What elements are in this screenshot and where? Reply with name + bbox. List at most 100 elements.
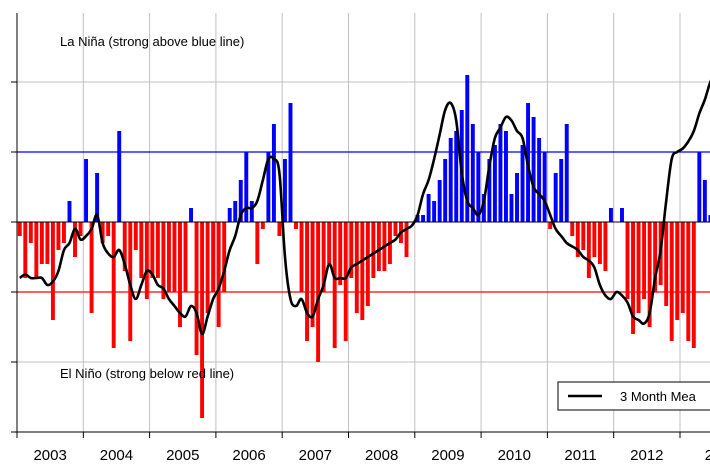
bar bbox=[122, 222, 127, 271]
bar bbox=[559, 159, 564, 222]
x-tick-label: 2012 bbox=[630, 447, 663, 464]
bar bbox=[227, 208, 232, 222]
bar bbox=[238, 180, 243, 222]
bar bbox=[45, 222, 50, 264]
bar bbox=[211, 222, 216, 292]
x-tick-label: 2010 bbox=[498, 447, 531, 464]
bar bbox=[454, 131, 459, 222]
bar bbox=[680, 222, 685, 313]
bar bbox=[636, 222, 641, 313]
legend-box bbox=[557, 381, 710, 411]
bar bbox=[288, 103, 293, 222]
bar bbox=[299, 222, 304, 292]
legend: 3 Month Mea bbox=[557, 381, 710, 411]
bar bbox=[421, 215, 426, 222]
bar bbox=[365, 222, 370, 306]
three-month-mean-line bbox=[19, 79, 710, 336]
bar bbox=[625, 222, 630, 299]
bar bbox=[465, 75, 470, 222]
bar bbox=[189, 208, 193, 222]
x-tick-label: 2009 bbox=[431, 447, 464, 464]
bar bbox=[603, 222, 608, 271]
x-tick-label: 2011 bbox=[564, 447, 596, 464]
bar bbox=[432, 201, 437, 222]
bar bbox=[531, 117, 536, 222]
bar bbox=[376, 222, 381, 271]
bar bbox=[702, 180, 707, 222]
bar bbox=[249, 201, 254, 222]
bar bbox=[310, 222, 315, 327]
bar bbox=[205, 222, 210, 313]
bar bbox=[586, 222, 591, 278]
bar bbox=[34, 222, 39, 278]
bar bbox=[575, 222, 580, 257]
bar bbox=[691, 222, 696, 348]
bar bbox=[294, 222, 298, 229]
bar bbox=[56, 222, 61, 250]
bar bbox=[675, 222, 680, 320]
x-tick-label: 2006 bbox=[232, 447, 265, 464]
bar bbox=[597, 222, 602, 264]
bar bbox=[133, 222, 138, 250]
bar bbox=[39, 222, 44, 264]
bar bbox=[338, 222, 343, 285]
bar bbox=[255, 222, 260, 264]
bar bbox=[437, 180, 442, 222]
bar bbox=[542, 152, 547, 222]
bar bbox=[111, 222, 116, 348]
bar bbox=[332, 222, 337, 348]
bar bbox=[23, 222, 28, 278]
bar bbox=[664, 222, 669, 306]
bar bbox=[537, 138, 542, 222]
bar bbox=[321, 222, 326, 292]
bar bbox=[266, 152, 271, 222]
bar bbox=[200, 222, 205, 418]
bar bbox=[89, 222, 94, 313]
bar bbox=[271, 124, 276, 222]
bar bbox=[498, 124, 503, 222]
bar bbox=[349, 222, 354, 278]
bar bbox=[509, 194, 514, 222]
bar bbox=[28, 222, 33, 243]
bar bbox=[647, 222, 652, 327]
bar bbox=[166, 222, 171, 292]
bar bbox=[305, 222, 310, 341]
bar bbox=[426, 194, 431, 222]
bar bbox=[360, 222, 365, 320]
bar bbox=[161, 222, 166, 299]
bar bbox=[570, 222, 575, 236]
bar bbox=[178, 222, 182, 327]
bar bbox=[520, 145, 525, 222]
bar bbox=[620, 208, 624, 222]
bar bbox=[150, 222, 155, 278]
bar bbox=[653, 222, 658, 292]
bar bbox=[84, 159, 89, 222]
bar bbox=[608, 208, 613, 222]
bar bbox=[343, 222, 348, 341]
bar bbox=[244, 152, 249, 222]
bar bbox=[327, 222, 332, 264]
bar bbox=[283, 159, 287, 222]
bar bbox=[553, 173, 558, 222]
bar bbox=[233, 201, 238, 222]
bar bbox=[183, 222, 188, 292]
bar bbox=[222, 222, 227, 292]
bar bbox=[371, 222, 376, 278]
monthly-bars bbox=[17, 75, 710, 418]
bar bbox=[487, 159, 492, 222]
bar bbox=[155, 222, 160, 278]
bar bbox=[62, 222, 66, 243]
bar bbox=[448, 138, 453, 222]
bar bbox=[404, 222, 409, 257]
x-tick-label: 2005 bbox=[166, 447, 199, 464]
bar bbox=[100, 222, 105, 243]
bar bbox=[78, 222, 83, 236]
bar bbox=[50, 222, 55, 320]
y-tick-marks bbox=[11, 81, 17, 433]
bar bbox=[172, 222, 177, 292]
bar bbox=[564, 124, 569, 222]
bar bbox=[669, 222, 674, 341]
bar bbox=[476, 152, 481, 222]
bar bbox=[631, 222, 635, 334]
x-tick-label: 20 bbox=[705, 447, 710, 464]
